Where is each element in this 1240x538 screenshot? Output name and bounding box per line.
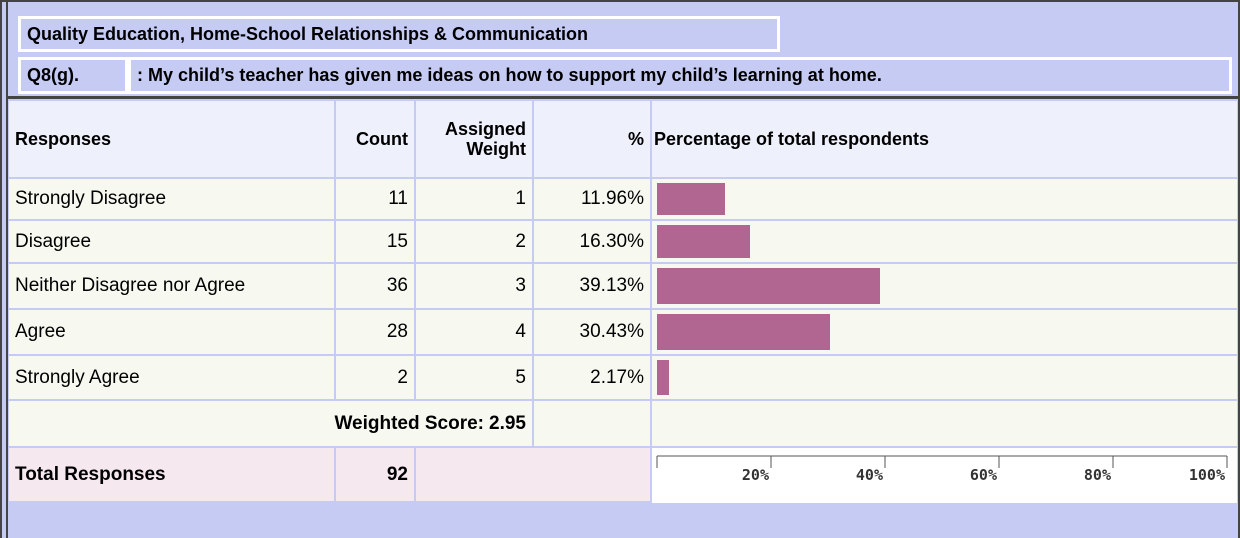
empty-cell: [416, 448, 650, 501]
count: 36: [336, 264, 414, 308]
percent: 2.17%: [534, 356, 650, 399]
weight: 3: [416, 264, 532, 308]
percent: 16.30%: [534, 221, 650, 262]
weight: 5: [416, 356, 532, 399]
count: 2: [336, 356, 414, 399]
column-header: Percentage of total respondents: [652, 101, 1237, 177]
response: Strongly Disagree: [9, 179, 334, 219]
divider: [6, 96, 1240, 99]
column-header: %: [534, 101, 650, 177]
question-text: : My child’s teacher has given me ideas …: [128, 57, 1232, 94]
axis-tick-label: 60%: [970, 466, 997, 484]
count: 11: [336, 179, 414, 219]
section-title: Quality Education, Home-School Relations…: [18, 16, 780, 52]
bar: [657, 183, 726, 215]
chart-cell: [652, 356, 1237, 399]
chart-cell: [652, 179, 1237, 219]
bar: [657, 360, 670, 395]
count: 28: [336, 310, 414, 354]
weight: 2: [416, 221, 532, 262]
axis-tick-label: 80%: [1084, 466, 1111, 484]
total-label: Total Responses: [9, 448, 334, 501]
weight: 1: [416, 179, 532, 219]
percent: 39.13%: [534, 264, 650, 308]
count: 15: [336, 221, 414, 262]
bar: [657, 314, 831, 350]
weighted-score-label: Weighted Score:: [334, 412, 485, 434]
total-value: 92: [336, 448, 414, 501]
axis-cell: [652, 448, 1237, 503]
question-id: Q8(g).: [18, 57, 128, 94]
column-header: Count: [336, 101, 414, 177]
response: Strongly Agree: [9, 356, 334, 399]
weighted-score: Weighted Score: 2.95: [9, 401, 532, 446]
axis-tick-label: 100%: [1189, 466, 1225, 484]
percent: 11.96%: [534, 179, 650, 219]
axis-tick-label: 40%: [856, 466, 883, 484]
percent: 30.43%: [534, 310, 650, 354]
response: Neither Disagree nor Agree: [9, 264, 334, 308]
column-header: Responses: [9, 101, 334, 177]
weighted-score-value: 2.95: [489, 412, 526, 434]
bar: [657, 268, 881, 304]
weight: 4: [416, 310, 532, 354]
frame-line: [6, 2, 8, 538]
empty-cell: [652, 401, 1237, 446]
bar: [657, 225, 750, 258]
axis-tick-label: 20%: [742, 466, 769, 484]
empty-cell: [534, 401, 650, 446]
response: Agree: [9, 310, 334, 354]
column-header: Assigned Weight: [416, 101, 532, 177]
response: Disagree: [9, 221, 334, 262]
